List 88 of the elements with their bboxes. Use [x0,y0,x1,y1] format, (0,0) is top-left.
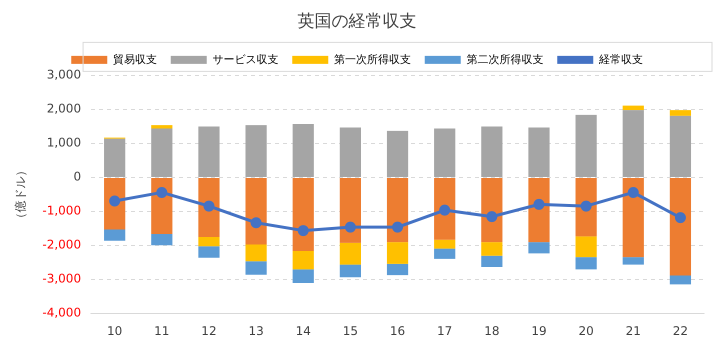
bar [292,250,314,270]
bar [481,242,502,256]
y-tick-label: -3,000 [42,272,82,286]
point [439,204,450,216]
y-axis-title: （億ドル） [13,164,28,224]
bar [481,126,502,177]
bar [670,110,692,116]
bar [622,106,644,110]
bar [292,269,314,283]
point [533,198,544,210]
bar [576,257,597,270]
bar [386,178,408,242]
x-tick-label: 11 [154,324,170,338]
bar [151,128,172,177]
bar [292,178,314,251]
legend-label: サービス収支 [212,52,278,66]
bar [245,261,267,275]
bar [151,125,172,128]
y-tick-label: 0 [73,170,82,184]
bar [340,242,362,265]
y-tick-label: 2,000 [46,102,82,116]
point [250,217,262,228]
x-tick-label: 16 [390,324,406,338]
bar [481,256,502,267]
bar [434,248,456,259]
bar [386,264,408,276]
point [674,212,686,224]
point [580,200,592,212]
bar [340,127,362,177]
bar [481,178,502,242]
bar [245,125,267,177]
x-tick-label: 10 [107,324,122,338]
x-tick-label: 13 [248,324,264,338]
bar [528,127,550,177]
y-tick-label: -2,000 [42,238,82,252]
bar [622,110,644,177]
x-tick-label: 12 [201,324,217,338]
y-tick-label: 1,000 [46,136,82,150]
x-tick-label: 22 [672,324,688,338]
legend-label: 第一次所得収支 [334,52,411,66]
point [486,211,498,222]
bar [434,128,456,177]
y-tick-label: -4,000 [42,306,82,320]
bar [340,178,362,243]
point [109,195,120,206]
bar [576,114,597,177]
bar [340,264,362,278]
bar [104,138,126,177]
bar [670,275,692,284]
bar [151,234,172,246]
bar [198,126,220,177]
x-tick-label: 15 [342,324,358,338]
bar [386,242,408,264]
point [628,186,639,198]
chart-title: 英国の経常収支 [298,12,416,32]
bar [670,116,692,177]
x-tick-label: 18 [484,324,500,338]
bar [245,244,267,262]
bar [576,236,597,258]
x-tick-label: 14 [296,324,311,338]
bar [528,242,550,254]
legend-label: 貿易収支 [112,52,157,66]
point [298,225,309,236]
bar [670,178,692,276]
bar [434,178,456,240]
bar [434,240,456,249]
x-tick-label: 20 [578,324,594,338]
y-tick-label: 3,000 [46,68,82,82]
x-tick-label: 21 [626,324,641,338]
bar [104,230,126,241]
legend-label: 第二次所得収支 [466,52,544,66]
bar [198,237,220,246]
bar [528,178,550,242]
bar [245,178,267,245]
bar [198,246,220,258]
bar [386,130,408,177]
point [344,222,356,233]
bar [622,257,644,265]
point [156,186,168,198]
bar [292,124,314,177]
bar [622,178,644,258]
point [392,222,404,233]
y-tick-label: -1,000 [42,204,82,218]
bar [104,178,126,230]
point [203,200,214,212]
legend-label: 経常収支 [598,52,643,66]
x-tick-label: 19 [531,324,547,338]
x-tick-label: 17 [437,324,452,338]
